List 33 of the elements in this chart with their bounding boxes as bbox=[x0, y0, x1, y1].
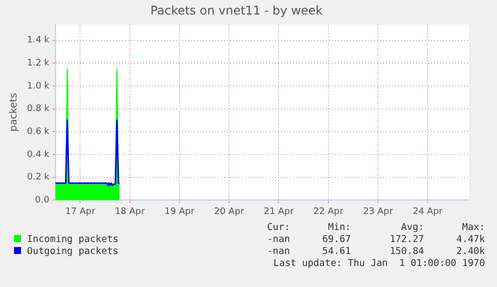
text: 54.61 bbox=[321, 246, 351, 258]
chart-title: Packets on vnet11 - by week bbox=[150, 3, 323, 18]
x-tick-label: 22 Apr bbox=[313, 206, 344, 217]
text: Last update: Thu Jan 1 01:00:00 1970 bbox=[272, 258, 485, 269]
text: Cur: bbox=[266, 222, 290, 234]
text: 4.47k bbox=[455, 234, 485, 246]
x-tick-label: 19 Apr bbox=[164, 206, 195, 217]
text: -nan bbox=[266, 234, 290, 246]
y-tick-label: 0.8 k bbox=[26, 104, 50, 114]
y-tick-label: 0.0 bbox=[35, 196, 50, 206]
text: -nan bbox=[266, 246, 290, 258]
y-axis-title: packets bbox=[8, 92, 20, 132]
text: 172.27 bbox=[388, 234, 424, 246]
text: Avg: bbox=[400, 222, 424, 234]
text: 150.84 bbox=[388, 246, 424, 258]
y-tick-label: 0.4 k bbox=[26, 150, 50, 160]
legend-label: Outgoing packets bbox=[26, 246, 120, 258]
text: Min: bbox=[327, 222, 351, 234]
y-tick-label: 0.2 k bbox=[26, 172, 50, 183]
x-tick-label: 21 Apr bbox=[264, 206, 294, 217]
y-tick-label: 0.6 k bbox=[26, 127, 50, 138]
y-tick-label: 1.4 k bbox=[26, 36, 50, 46]
text: 69.67 bbox=[321, 234, 351, 246]
x-tick-label: 18 Apr bbox=[114, 206, 146, 217]
y-tick-label: 1.0 k bbox=[26, 81, 50, 92]
y-tick-label: 1.2 k bbox=[26, 58, 50, 69]
x-tick-label: 17 Apr bbox=[65, 206, 96, 217]
legend-label: Incoming packets bbox=[26, 234, 120, 246]
x-tick-label: 24 Apr bbox=[412, 206, 443, 217]
text: 2.40k bbox=[455, 246, 485, 258]
x-tick-label: 20 Apr bbox=[214, 206, 244, 217]
x-tick-label: 23 Apr bbox=[363, 206, 394, 217]
text: Max: bbox=[461, 222, 485, 234]
